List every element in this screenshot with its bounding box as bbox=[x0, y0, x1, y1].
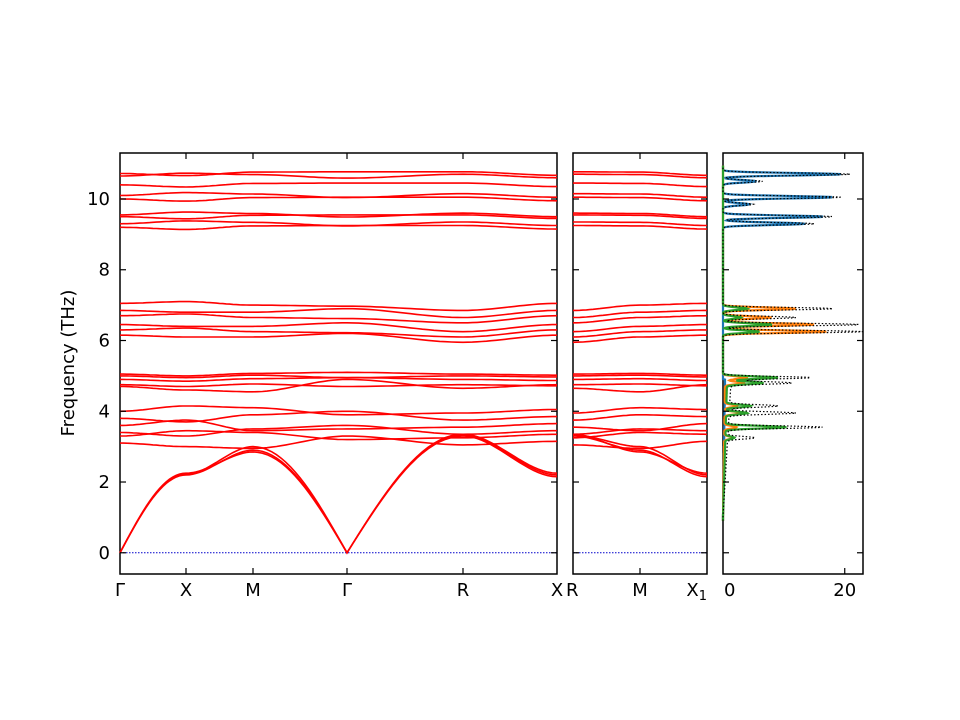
acoustic-band-line bbox=[119, 433, 558, 555]
band-line bbox=[573, 221, 707, 227]
x-tick-label: M bbox=[632, 580, 648, 601]
dos-series-1 bbox=[721, 165, 842, 521]
optical-band-line bbox=[120, 322, 557, 333]
band-line bbox=[572, 329, 707, 338]
x-tick-label: M bbox=[245, 580, 261, 601]
y-tick-label: 4 bbox=[99, 401, 110, 422]
optical-band-line bbox=[119, 410, 557, 423]
dos-curves bbox=[721, 165, 863, 521]
x-tick-subscript: 1 bbox=[699, 589, 707, 604]
band-lines bbox=[572, 171, 708, 478]
optical-band-line bbox=[120, 371, 557, 377]
optical-band-line bbox=[120, 435, 558, 450]
optical-band-line bbox=[120, 307, 558, 319]
band-line bbox=[573, 372, 707, 376]
acoustic-band-line bbox=[119, 434, 558, 555]
band-lines bbox=[119, 171, 558, 555]
band-panel-2: R M X1 bbox=[566, 152, 708, 604]
y-tick-label: 0 bbox=[99, 543, 110, 564]
band-line bbox=[573, 214, 707, 220]
optical-band-line bbox=[120, 171, 557, 177]
band-line bbox=[572, 334, 707, 344]
optical-band-line bbox=[119, 182, 557, 188]
optical-band-line bbox=[120, 383, 557, 388]
band-line bbox=[572, 433, 708, 474]
optical-band-line bbox=[120, 424, 557, 437]
band-line bbox=[573, 171, 707, 177]
optical-band-line bbox=[120, 313, 558, 324]
x-tick-label: R bbox=[566, 580, 579, 601]
y-axis: 0 2 4 6 8 10 bbox=[87, 189, 863, 564]
x-tick-label: X1 bbox=[686, 580, 707, 604]
band-line bbox=[573, 192, 707, 198]
y-tick-label: 6 bbox=[99, 331, 110, 352]
band-line bbox=[573, 224, 708, 230]
y-tick-label: 10 bbox=[87, 189, 110, 210]
band-line bbox=[573, 314, 708, 324]
band-line bbox=[573, 383, 708, 393]
band-line bbox=[573, 212, 707, 218]
x-tick-label: 20 bbox=[833, 580, 856, 601]
y-tick-label: 8 bbox=[99, 260, 110, 281]
optical-band-line bbox=[120, 332, 557, 344]
optical-band-line bbox=[119, 300, 557, 312]
band-line bbox=[573, 406, 707, 414]
band-line bbox=[573, 383, 707, 387]
band-line bbox=[572, 435, 708, 478]
optical-band-line bbox=[120, 376, 557, 382]
optical-band-line bbox=[119, 191, 557, 199]
x-tick-label: X bbox=[180, 580, 192, 601]
x-tick-label: Γ bbox=[342, 580, 352, 601]
optical-band-line bbox=[120, 419, 558, 432]
x-tick-label: Γ bbox=[115, 580, 125, 601]
optical-band-line bbox=[120, 196, 558, 202]
band-line bbox=[572, 428, 707, 436]
optical-band-line bbox=[120, 211, 557, 218]
band-line bbox=[573, 440, 708, 450]
optical-band-line bbox=[120, 374, 557, 379]
x-tick-label: X bbox=[551, 580, 563, 601]
y-axis-label: Frequency (THz) bbox=[58, 290, 79, 437]
optical-band-line bbox=[119, 220, 557, 227]
band-line bbox=[572, 323, 707, 333]
band-line bbox=[573, 196, 708, 202]
optical-band-line bbox=[120, 172, 558, 179]
band-line bbox=[573, 431, 708, 439]
optical-band-line bbox=[120, 429, 557, 441]
y-tick-label: 2 bbox=[99, 472, 110, 493]
band-panel-1-frame bbox=[119, 152, 558, 575]
x-tick-label: 0 bbox=[724, 580, 735, 601]
optical-band-line bbox=[120, 224, 558, 231]
acoustic-band-line bbox=[119, 435, 558, 555]
band-line bbox=[573, 377, 707, 382]
band-line bbox=[573, 182, 707, 188]
dos-total bbox=[722, 165, 863, 521]
band-line bbox=[573, 374, 707, 378]
optical-band-line bbox=[119, 405, 557, 416]
band-line bbox=[573, 173, 708, 179]
band-line bbox=[573, 414, 707, 421]
band-line bbox=[573, 309, 707, 319]
band-line bbox=[573, 422, 708, 432]
optical-band-line bbox=[120, 327, 557, 338]
dos-xticks: 0 20 bbox=[724, 153, 856, 601]
dos-panel: 0 20 bbox=[721, 152, 864, 601]
x-tick-label: R bbox=[457, 580, 470, 601]
band-line bbox=[573, 302, 707, 312]
